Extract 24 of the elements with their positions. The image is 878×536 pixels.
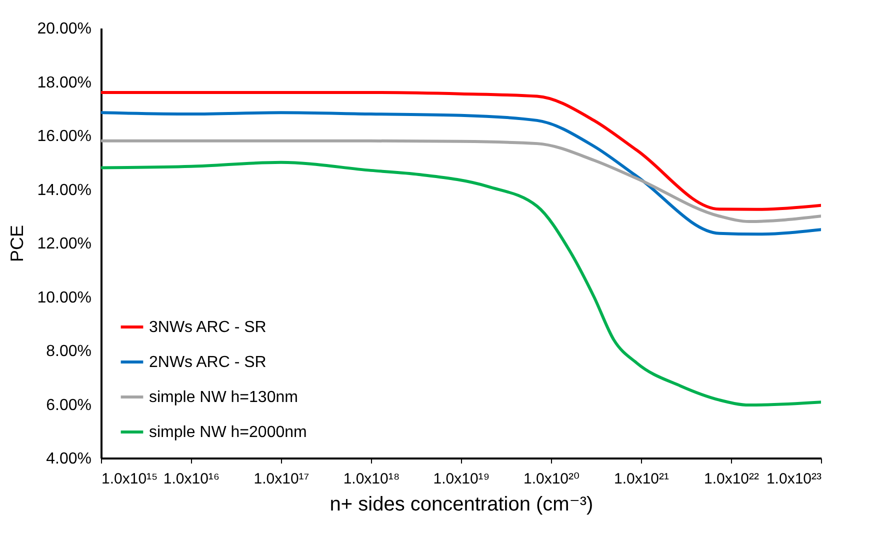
y-tick-label: 12.00% — [37, 236, 92, 252]
legend-label: 2NWs ARC - SR — [149, 354, 266, 371]
legend-label: simple NW h=2000nm — [149, 424, 307, 441]
x-tick-label: 1.0x10²¹ — [614, 470, 670, 488]
x-axis-title: n+ sides concentration (cm⁻³) — [330, 494, 594, 516]
x-tick-label: 1.0x10²² — [704, 470, 760, 488]
y-tick-label: 10.00% — [37, 289, 92, 306]
y-tick-label: 14.00% — [37, 182, 92, 199]
x-tick-label: 1.0x10¹⁷ — [254, 470, 310, 488]
y-tick-label: 18.00% — [37, 74, 92, 92]
y-tick-label: 6.00% — [46, 396, 92, 414]
y-axis-title: PCE — [7, 224, 28, 262]
legend-label: 3NWs ARC - SR — [149, 319, 266, 336]
y-tick-label: 20.00% — [37, 20, 92, 38]
y-tick-label: 8.00% — [46, 343, 92, 360]
x-tick-label: 1.0x10²⁰ — [523, 470, 580, 488]
legend-label: simple NW h=130nm — [149, 389, 298, 406]
x-tick-label: 1.0x10¹⁹ — [433, 470, 490, 488]
y-tick-label: 16.00% — [37, 128, 92, 145]
x-tick-label: 1.0x10²³ — [766, 470, 822, 488]
x-tick-label: 1.0x10¹⁵ — [102, 470, 158, 488]
x-tick-label: 1.0x10¹⁸ — [343, 470, 400, 488]
y-tick-label: 4.00% — [46, 450, 92, 468]
x-tick-label: 1.0x10¹⁶ — [163, 470, 220, 488]
